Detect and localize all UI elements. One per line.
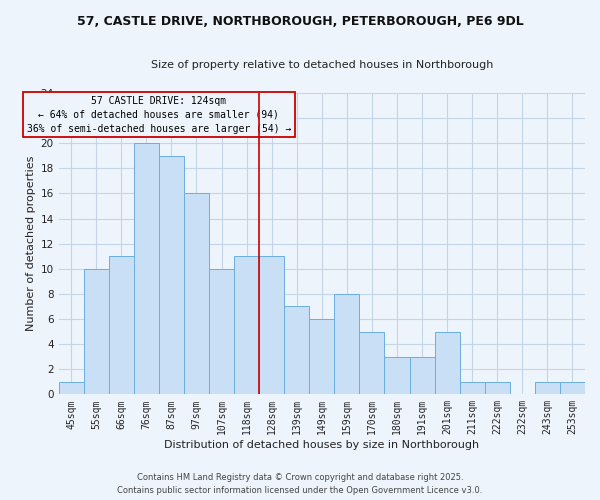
Text: 57 CASTLE DRIVE: 124sqm
← 64% of detached houses are smaller (94)
36% of semi-de: 57 CASTLE DRIVE: 124sqm ← 64% of detache… <box>26 96 291 134</box>
X-axis label: Distribution of detached houses by size in Northborough: Distribution of detached houses by size … <box>164 440 479 450</box>
Text: 57, CASTLE DRIVE, NORTHBOROUGH, PETERBOROUGH, PE6 9DL: 57, CASTLE DRIVE, NORTHBOROUGH, PETERBOR… <box>77 15 523 28</box>
Bar <box>159 156 184 394</box>
Bar <box>184 194 209 394</box>
Bar <box>460 382 485 394</box>
Bar <box>359 332 385 394</box>
Bar <box>434 332 460 394</box>
Bar <box>309 319 334 394</box>
Bar <box>209 269 234 394</box>
Text: Contains HM Land Registry data © Crown copyright and database right 2025.
Contai: Contains HM Land Registry data © Crown c… <box>118 474 482 495</box>
Bar <box>109 256 134 394</box>
Bar <box>410 356 434 395</box>
Bar <box>334 294 359 394</box>
Title: Size of property relative to detached houses in Northborough: Size of property relative to detached ho… <box>151 60 493 70</box>
Bar <box>83 269 109 394</box>
Bar <box>284 306 309 394</box>
Bar <box>259 256 284 394</box>
Y-axis label: Number of detached properties: Number of detached properties <box>26 156 37 332</box>
Bar <box>385 356 410 395</box>
Bar <box>560 382 585 394</box>
Bar <box>59 382 83 394</box>
Bar <box>234 256 259 394</box>
Bar <box>485 382 510 394</box>
Bar <box>535 382 560 394</box>
Bar <box>134 143 159 395</box>
